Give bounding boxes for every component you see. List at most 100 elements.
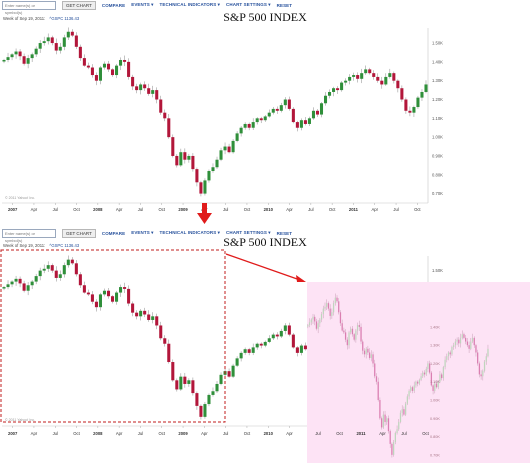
overlay-candle-body	[454, 341, 457, 346]
candle-body	[259, 343, 263, 346]
overlay-candle-body	[451, 347, 453, 355]
candle-body	[2, 59, 6, 62]
candle-body	[26, 58, 30, 64]
x-tick-label: Oct	[73, 207, 80, 212]
candle-body	[207, 171, 211, 181]
overlay-candle-body	[336, 297, 338, 302]
overlay-x-tick-label: Oct	[422, 431, 429, 436]
candle-body	[90, 294, 94, 302]
chart-panel-top: Enter name(s) or symbol(s) GET CHART COM…	[0, 0, 530, 216]
candle-body	[195, 169, 199, 183]
overlay-candle-body	[387, 418, 390, 432]
overlay-candle-body	[382, 414, 384, 428]
overlay-candle-body	[483, 361, 486, 371]
events-menu[interactable]: EVENTS ▾	[131, 2, 154, 7]
overlay-candle-body	[423, 372, 426, 375]
overlay-candle-body	[463, 334, 465, 338]
candle-body	[22, 56, 26, 64]
candle-body	[291, 334, 295, 348]
technical-indicators-menu[interactable]: TECHNICAL INDICATORS ▾	[159, 2, 221, 7]
overlay-y-tick-label: 1.30K	[430, 344, 440, 348]
overlay-y-tick-label: 1.20K	[430, 362, 440, 366]
candle-body	[127, 61, 131, 77]
overlay-candle-body	[384, 414, 386, 422]
candle-body	[90, 67, 94, 76]
overlay-candle-body	[317, 323, 319, 329]
x-tick-label: Apr	[286, 431, 293, 436]
candle-body	[94, 75, 98, 81]
overlay-candle-body	[444, 359, 446, 368]
technical-indicators-menu-bottom[interactable]: TECHNICAL INDICATORS ▾	[159, 230, 221, 235]
x-tick-label: Apr	[201, 207, 208, 212]
candle-body	[396, 80, 400, 89]
candle-body	[86, 292, 90, 295]
chart-settings-menu[interactable]: CHART SETTINGS ▾	[226, 2, 271, 7]
highlight-dashed-box	[0, 249, 226, 423]
overlay-candle-body	[398, 421, 400, 430]
ticker-chip[interactable]: ^GSPC 1136.43	[49, 16, 80, 21]
candle-body	[412, 107, 416, 113]
x-tick-label: Apr	[371, 207, 378, 212]
candle-body	[78, 46, 82, 59]
symbol-input-bottom[interactable]: Enter name(s) or symbol(s)	[2, 228, 56, 243]
get-chart-button[interactable]: GET CHART	[62, 0, 96, 10]
symbol-input[interactable]: Enter name(s) or symbol(s)	[2, 0, 56, 15]
overlay-candle-body	[473, 337, 475, 346]
candle-body	[106, 63, 111, 70]
compare-link[interactable]: COMPARE	[101, 2, 126, 8]
candle-body	[203, 404, 207, 417]
x-tick-label: Apr	[116, 207, 123, 212]
candle-body	[167, 118, 171, 138]
x-tick-label: Jul	[53, 431, 58, 436]
x-tick-label: Jul	[393, 207, 398, 212]
candle-body	[207, 394, 211, 405]
overlay-candle-body	[475, 345, 477, 353]
reset-link-bottom[interactable]: RESET	[276, 230, 293, 236]
overlay-candle-body	[406, 396, 409, 404]
candle-body	[227, 146, 231, 153]
candle-body	[38, 43, 42, 49]
candle-body	[163, 112, 167, 119]
x-tick-label: Apr	[201, 431, 208, 436]
reset-link[interactable]: RESET	[276, 2, 293, 8]
y-tick-label: 1.40K	[432, 59, 443, 64]
overlay-x-tick-label: Jul	[315, 431, 320, 436]
x-tick-label: Jul	[53, 207, 58, 212]
candle-body	[74, 263, 78, 275]
candle-body	[231, 365, 235, 377]
ticker-chip-bottom[interactable]: ^GSPC 1136.43	[49, 243, 80, 248]
candle-body	[62, 265, 66, 275]
overlay-candle-body	[338, 301, 340, 313]
candle-body	[404, 99, 408, 111]
overlay-x-tick-label: Jul	[401, 431, 406, 436]
candle-body	[74, 35, 78, 47]
y-tick-label: 1.10K	[432, 116, 443, 121]
overlay-y-tick-label: 0.90K	[430, 417, 440, 421]
candle-body	[356, 75, 360, 79]
candle-body	[86, 65, 90, 68]
overlay-candle-body	[415, 381, 417, 386]
x-tick-label: Oct	[73, 431, 80, 436]
chart-settings-menu-bottom[interactable]: CHART SETTINGS ▾	[226, 230, 271, 235]
candle-body	[211, 167, 215, 172]
compare-link-bottom[interactable]: COMPARE	[101, 230, 126, 236]
overlay-x-tick-label: Apr	[379, 431, 386, 436]
x-tick-label: Apr	[116, 431, 123, 436]
candle-body	[50, 37, 54, 44]
candle-body	[175, 155, 179, 166]
candle-body	[199, 405, 203, 417]
candle-body	[98, 67, 102, 81]
overlay-x-tick-label: 2011	[356, 431, 366, 436]
candle-body	[94, 301, 98, 308]
events-menu-bottom[interactable]: EVENTS ▾	[131, 230, 154, 235]
overlay-candle-body	[422, 372, 424, 377]
candle-body	[328, 91, 332, 96]
candle-body	[319, 103, 324, 115]
overlay-candle-body	[370, 354, 372, 358]
get-chart-button-bottom[interactable]: GET CHART	[62, 228, 96, 238]
candle-body	[187, 155, 191, 160]
candle-body	[102, 290, 107, 295]
candle-body	[340, 82, 344, 91]
y-tick-label: 0.90K	[432, 153, 443, 158]
overlay-candle-body	[399, 412, 402, 422]
